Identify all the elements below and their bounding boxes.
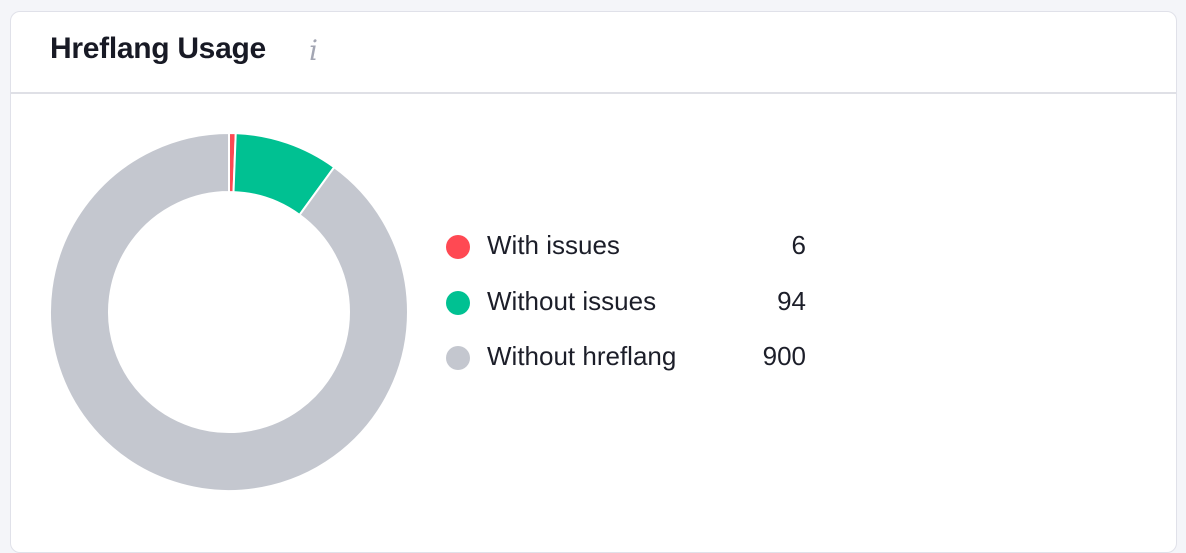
legend-dot-icon [446,346,470,370]
card-header: Hreflang Usage i [11,12,1176,94]
donut-slice-without-hreflang[interactable] [49,131,409,492]
chart-legend: With issues 6 Without issues 94 Without … [446,230,806,397]
legend-dot-icon [446,290,470,315]
legend-dot-icon [446,235,470,259]
legend-value: 94 [777,285,806,316]
legend-item-without-issues[interactable]: Without issues 94 [446,286,806,342]
legend-label: Without issues [487,285,657,316]
legend-item-with-issues[interactable]: With issues 6 [446,230,806,286]
card-title: Hreflang Usage [50,32,266,65]
legend-value: 6 [791,230,806,260]
legend-value: 900 [762,341,806,371]
legend-item-without-hreflang[interactable]: Without hreflang 900 [446,341,806,397]
legend-label: With issues [487,230,620,260]
info-icon[interactable]: i [309,34,318,67]
legend-label: Without hreflang [487,341,677,371]
